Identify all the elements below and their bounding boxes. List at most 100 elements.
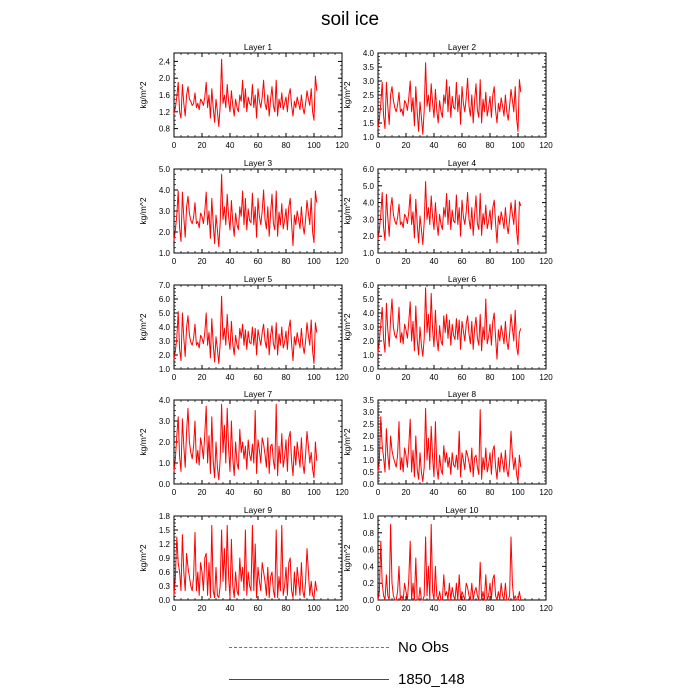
y-tick-label: 0.0 — [363, 365, 375, 374]
panel-title: Layer 9 — [244, 505, 273, 515]
x-tick-label: 80 — [486, 141, 495, 150]
x-tick-label: 60 — [458, 373, 467, 382]
chart-panel-10: Layer 10 kg/m^2 0 20 40 60 80 100 120 0.0 0.2 0.4 0.… — [342, 505, 553, 613]
chart-panel-3: Layer 3 kg/m^2 0 20 40 60 80 100 120 1.0 2.0 3.0 4.0… — [138, 158, 349, 266]
series-line — [377, 181, 522, 246]
x-tick-label: 40 — [430, 141, 439, 150]
chart-panel-2: Layer 2 kg/m^2 0 20 40 60 80 100 120 1.0 1.5 2.0 2.5… — [342, 42, 553, 150]
y-tick-label: 5.0 — [159, 309, 171, 318]
y-axis-label: kg/m^2 — [342, 544, 352, 571]
panel-title: Layer 4 — [448, 158, 477, 168]
y-tick-label: 2.0 — [363, 232, 375, 241]
figure-title: soil ice — [320, 9, 380, 30]
x-tick-label: 80 — [486, 257, 495, 266]
panel-title: Layer 8 — [448, 389, 477, 399]
y-tick-label: 1.0 — [363, 456, 375, 465]
x-tick-label: 0 — [172, 257, 177, 266]
x-tick-label: 80 — [282, 257, 291, 266]
x-tick-label: 0 — [376, 604, 381, 613]
y-tick-label: 2.4 — [159, 57, 171, 66]
x-tick-label: 20 — [198, 604, 207, 613]
y-tick-label: 3.0 — [363, 215, 375, 224]
y-tick-label: 1.5 — [363, 444, 375, 453]
chart-panel-1: Layer 1 kg/m^2 0 20 40 60 80 100 120 0.8 1.2 1.6 2.0… — [138, 42, 349, 150]
y-tick-label: 0.0 — [363, 480, 375, 489]
x-tick-label: 40 — [226, 488, 235, 497]
x-tick-label: 80 — [282, 141, 291, 150]
panel-title: Layer 1 — [244, 42, 273, 52]
x-tick-label: 100 — [511, 373, 525, 382]
y-tick-label: 3.0 — [363, 323, 375, 332]
y-axis-label: kg/m^2 — [138, 544, 148, 571]
y-tick-label: 0.6 — [363, 546, 375, 555]
y-tick-label: 0.0 — [159, 480, 171, 489]
y-tick-label: 2.0 — [159, 351, 171, 360]
chart-panel-5: Layer 5 kg/m^2 0 20 40 60 80 100 120 1.0 2.0 3.0 4.0… — [138, 274, 349, 382]
x-tick-label: 60 — [458, 257, 467, 266]
y-tick-label: 5.0 — [363, 182, 375, 191]
x-tick-label: 40 — [430, 373, 439, 382]
x-tick-label: 120 — [539, 257, 553, 266]
x-tick-label: 120 — [335, 141, 349, 150]
y-tick-label: 4.0 — [363, 49, 375, 58]
x-tick-label: 0 — [376, 488, 381, 497]
x-tick-label: 80 — [282, 488, 291, 497]
x-tick-label: 120 — [539, 604, 553, 613]
x-tick-label: 60 — [458, 604, 467, 613]
y-tick-label: 0.0 — [159, 596, 171, 605]
x-tick-label: 20 — [402, 373, 411, 382]
y-tick-label: 3.0 — [159, 207, 171, 216]
y-tick-label: 1.0 — [159, 459, 171, 468]
y-tick-label: 4.0 — [363, 309, 375, 318]
y-tick-label: 4.0 — [159, 323, 171, 332]
y-tick-label: 4.0 — [363, 199, 375, 208]
series-line — [377, 287, 522, 360]
y-tick-label: 2.0 — [159, 438, 171, 447]
y-tick-label: 5.0 — [363, 295, 375, 304]
y-tick-label: 2.5 — [363, 420, 375, 429]
x-tick-label: 0 — [172, 373, 177, 382]
chart-panel-8: Layer 8 kg/m^2 0 20 40 60 80 100 120 0.0 0.5 1.0 1.5… — [342, 389, 553, 497]
x-tick-label: 60 — [254, 373, 263, 382]
panel-title: Layer 7 — [244, 389, 273, 399]
panel-title: Layer 2 — [448, 42, 477, 52]
series-line — [173, 58, 318, 127]
x-tick-label: 60 — [254, 257, 263, 266]
y-tick-label: 1.0 — [363, 512, 375, 521]
x-tick-label: 40 — [430, 604, 439, 613]
y-tick-label: 1.0 — [363, 249, 375, 258]
panel-title: Layer 6 — [448, 274, 477, 284]
y-axis-label: kg/m^2 — [342, 428, 352, 455]
x-tick-label: 60 — [254, 604, 263, 613]
chart-panel-4: Layer 4 kg/m^2 0 20 40 60 80 100 120 1.0 2.0 3.0 4.0… — [342, 158, 553, 266]
y-tick-label: 3.5 — [363, 396, 375, 405]
x-tick-label: 0 — [172, 488, 177, 497]
y-axis-label: kg/m^2 — [138, 81, 148, 108]
series-line — [377, 62, 522, 135]
x-tick-label: 100 — [307, 141, 321, 150]
panel-title: Layer 3 — [244, 158, 273, 168]
x-tick-label: 20 — [402, 257, 411, 266]
x-tick-label: 100 — [511, 141, 525, 150]
x-tick-label: 100 — [307, 257, 321, 266]
y-axis-label: kg/m^2 — [138, 197, 148, 224]
y-tick-label: 2.0 — [363, 105, 375, 114]
y-tick-label: 2.0 — [363, 337, 375, 346]
x-tick-label: 40 — [226, 141, 235, 150]
series-line — [173, 173, 318, 248]
y-tick-label: 3.5 — [363, 63, 375, 72]
y-tick-label: 5.0 — [159, 165, 171, 174]
y-tick-label: 1.5 — [363, 119, 375, 128]
x-tick-label: 40 — [226, 604, 235, 613]
y-tick-label: 6.0 — [363, 165, 375, 174]
series-line — [377, 407, 522, 483]
x-tick-label: 100 — [307, 488, 321, 497]
y-tick-label: 3.0 — [159, 417, 171, 426]
y-tick-label: 1.0 — [363, 133, 375, 142]
plot-frame — [173, 284, 343, 370]
x-tick-label: 20 — [402, 141, 411, 150]
x-tick-label: 80 — [486, 373, 495, 382]
y-tick-label: 7.0 — [159, 281, 171, 290]
x-tick-label: 20 — [198, 373, 207, 382]
x-tick-label: 40 — [430, 488, 439, 497]
